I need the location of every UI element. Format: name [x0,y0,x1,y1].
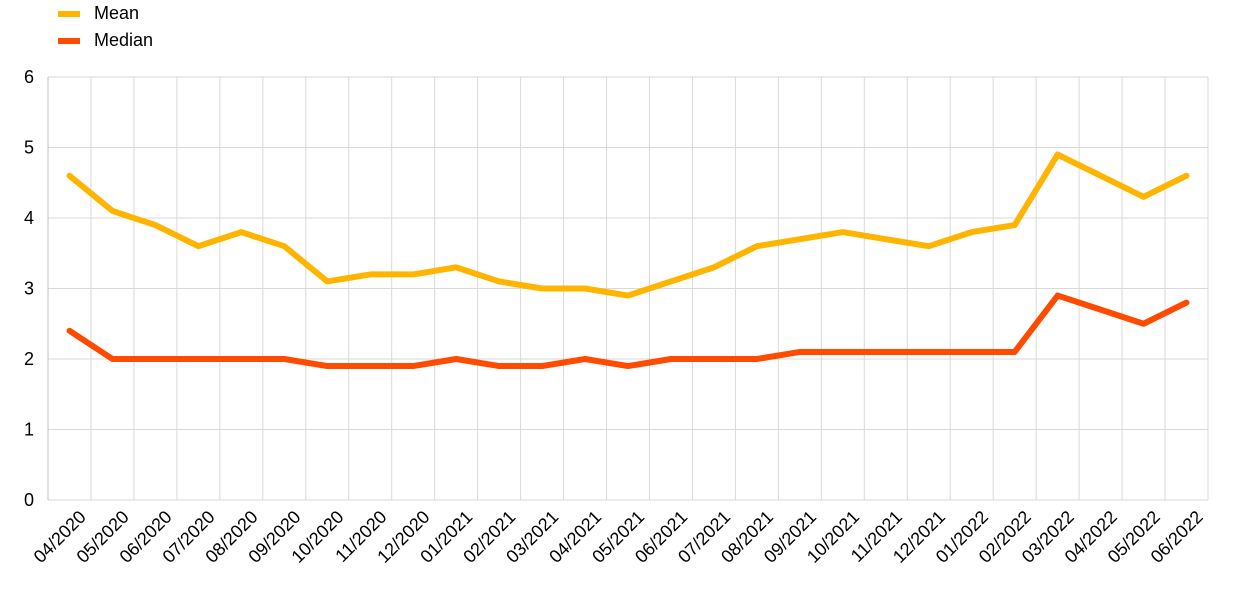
y-tick-label: 1 [24,420,34,440]
y-tick-label: 5 [24,138,34,158]
y-tick-label: 0 [24,490,34,510]
y-tick-label: 4 [24,208,34,228]
legend-swatch-median [58,38,80,44]
y-tick-label: 6 [24,67,34,87]
legend-label-mean: Mean [94,3,139,24]
y-tick-label: 2 [24,349,34,369]
legend-swatch-mean [58,11,80,17]
series-line-median [69,296,1186,367]
legend: Mean Median [58,0,153,54]
legend-label-median: Median [94,30,153,51]
y-tick-label: 3 [24,279,34,299]
legend-item-median: Median [58,27,153,54]
series-line-mean [69,155,1186,296]
legend-item-mean: Mean [58,0,153,27]
